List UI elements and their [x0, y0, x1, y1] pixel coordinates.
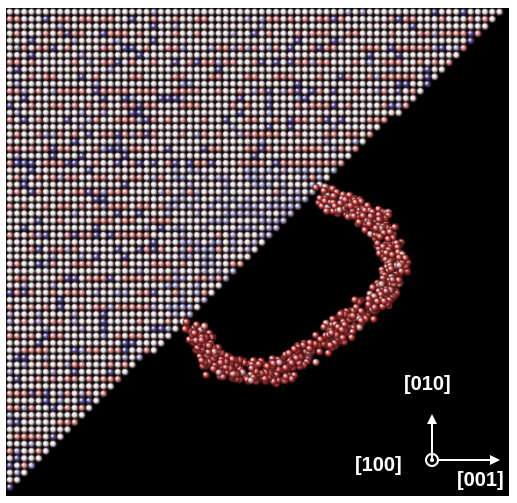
axis-001-label: [001] — [457, 469, 504, 491]
atom-lattice-render — [6, 8, 509, 496]
axis-010-label: [010] — [404, 373, 451, 395]
axis-100-label: [100] — [355, 454, 402, 476]
simulation-view: [010] [100] [001] — [6, 8, 509, 496]
